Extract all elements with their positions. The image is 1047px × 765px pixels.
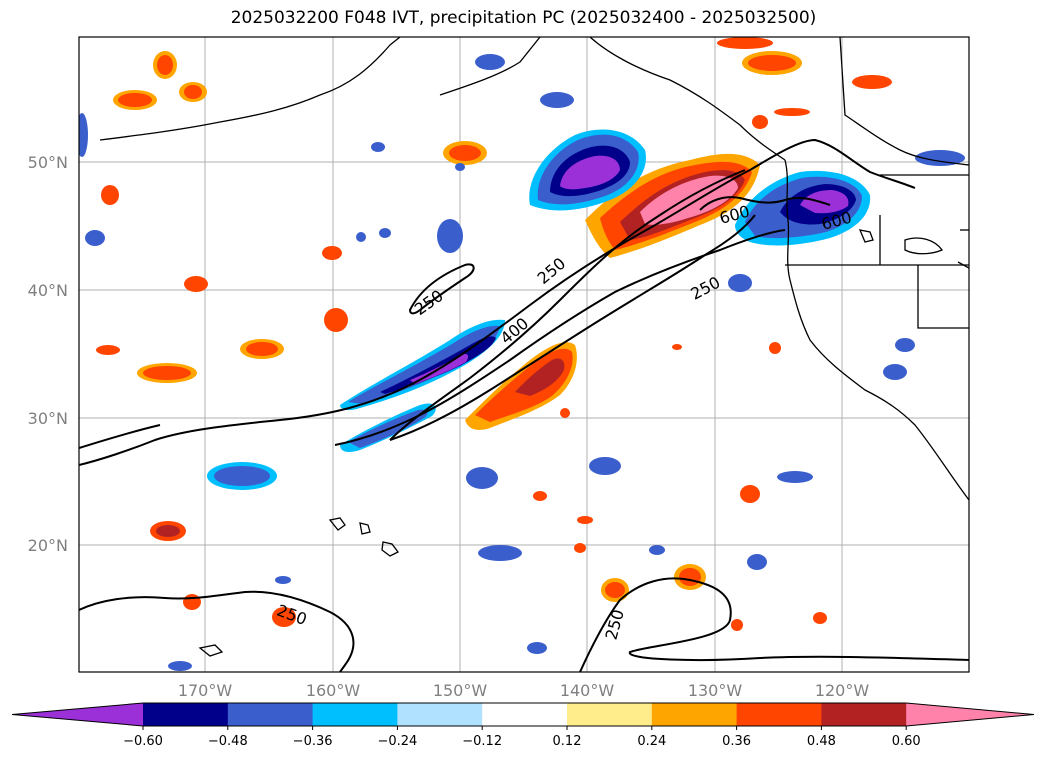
lon-label: 160°W [306, 681, 361, 700]
ivt-250-north-loop [408, 263, 475, 315]
colorbar-tick-label: 0.12 [553, 734, 582, 749]
lon-label: 150°W [433, 681, 488, 700]
lat-label: 50°N [28, 153, 68, 172]
lat-label: 40°N [28, 281, 68, 300]
colorbar-tick-label: −0.60 [123, 734, 163, 749]
colorbar-segment [482, 703, 568, 726]
ivt-250-southwest [79, 590, 355, 672]
map-title: 2025032200 F048 IVT, precipitation PC (2… [230, 8, 817, 28]
colorbar-segment [567, 703, 653, 726]
lon-label: 140°W [560, 681, 615, 700]
colorbar-segment [227, 703, 314, 726]
colorbar-tick-label: 0.60 [892, 734, 921, 749]
coastlines [99, 37, 969, 657]
colorbar-segment [143, 703, 229, 726]
colorbar-segment [651, 703, 738, 726]
colorbar-tick-label: 0.48 [807, 734, 836, 749]
ivt-250-south [579, 577, 969, 672]
colorbar-segment [397, 703, 483, 726]
colorbar-extend-low [12, 703, 143, 726]
ivt-400-b [389, 214, 756, 441]
ivt-600 [699, 196, 831, 211]
colorbar-tick-label: −0.12 [462, 734, 502, 749]
colorbar-segment [736, 703, 822, 726]
ivt-400 [389, 169, 746, 441]
ivt-250-outer [79, 138, 916, 466]
lon-label: 170°W [178, 681, 233, 700]
lon-label: 130°W [688, 681, 743, 700]
longitude-labels: 170°W 160°W 150°W 140°W 130°W 120°W [178, 681, 870, 700]
colorbar-tick-label: −0.24 [377, 734, 417, 749]
ivt-contours [79, 138, 969, 672]
map-area [79, 37, 969, 672]
colorbar-tick-label: −0.48 [208, 734, 248, 749]
colorbar-tick-label: 0.24 [637, 734, 666, 749]
colorbar-tick-label: 0.36 [722, 734, 751, 749]
colorbar: −0.60 −0.48 −0.36 −0.24 −0.12 0.12 0.24 0.36 0.4… [11, 702, 1035, 749]
scattered-blobs [79, 37, 965, 671]
map-border [78, 36, 970, 673]
colorbar-extend-high [906, 703, 1034, 726]
lon-label: 120°W [815, 681, 870, 700]
colorbar-segment [312, 703, 398, 726]
gridlines [79, 37, 969, 672]
latitude-labels: 50°N 40°N 30°N 20°N [28, 153, 68, 555]
lat-label: 30°N [28, 409, 68, 428]
colorbar-segment [821, 703, 907, 726]
colorbar-tick-label: −0.36 [293, 734, 333, 749]
lat-label: 20°N [28, 536, 68, 555]
